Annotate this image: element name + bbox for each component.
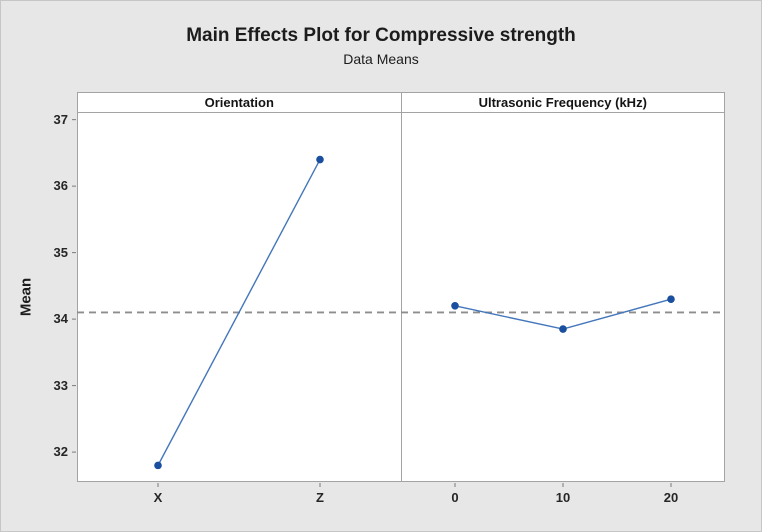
chart-subtitle: Data Means (343, 51, 419, 67)
y-tick-label: 32 (53, 444, 68, 460)
chart-title: Main Effects Plot for Compressive streng… (186, 25, 576, 46)
y-tick-label: 36 (53, 178, 68, 194)
y-tick-label: 33 (53, 377, 68, 393)
y-tick-label: 35 (53, 244, 68, 260)
y-tick-label: 34 (53, 311, 68, 327)
panel-divider (401, 113, 402, 481)
x-tick-label: 10 (555, 490, 571, 505)
panel-header-row: Orientation Ultrasonic Frequency (kHz) (77, 92, 725, 113)
plot-panels-area (77, 113, 725, 482)
x-tick-label: X (153, 490, 163, 505)
x-tick-label: Z (316, 490, 324, 505)
y-tick-label: 37 (53, 111, 68, 127)
y-axis-label: Mean (17, 277, 35, 317)
panel-header-orientation: Orientation (204, 95, 274, 110)
x-tick-label: 20 (663, 490, 679, 505)
panel-header-ultrasonic-frequency: Ultrasonic Frequency (kHz) (400, 93, 725, 112)
x-tick-label: 0 (451, 490, 459, 505)
